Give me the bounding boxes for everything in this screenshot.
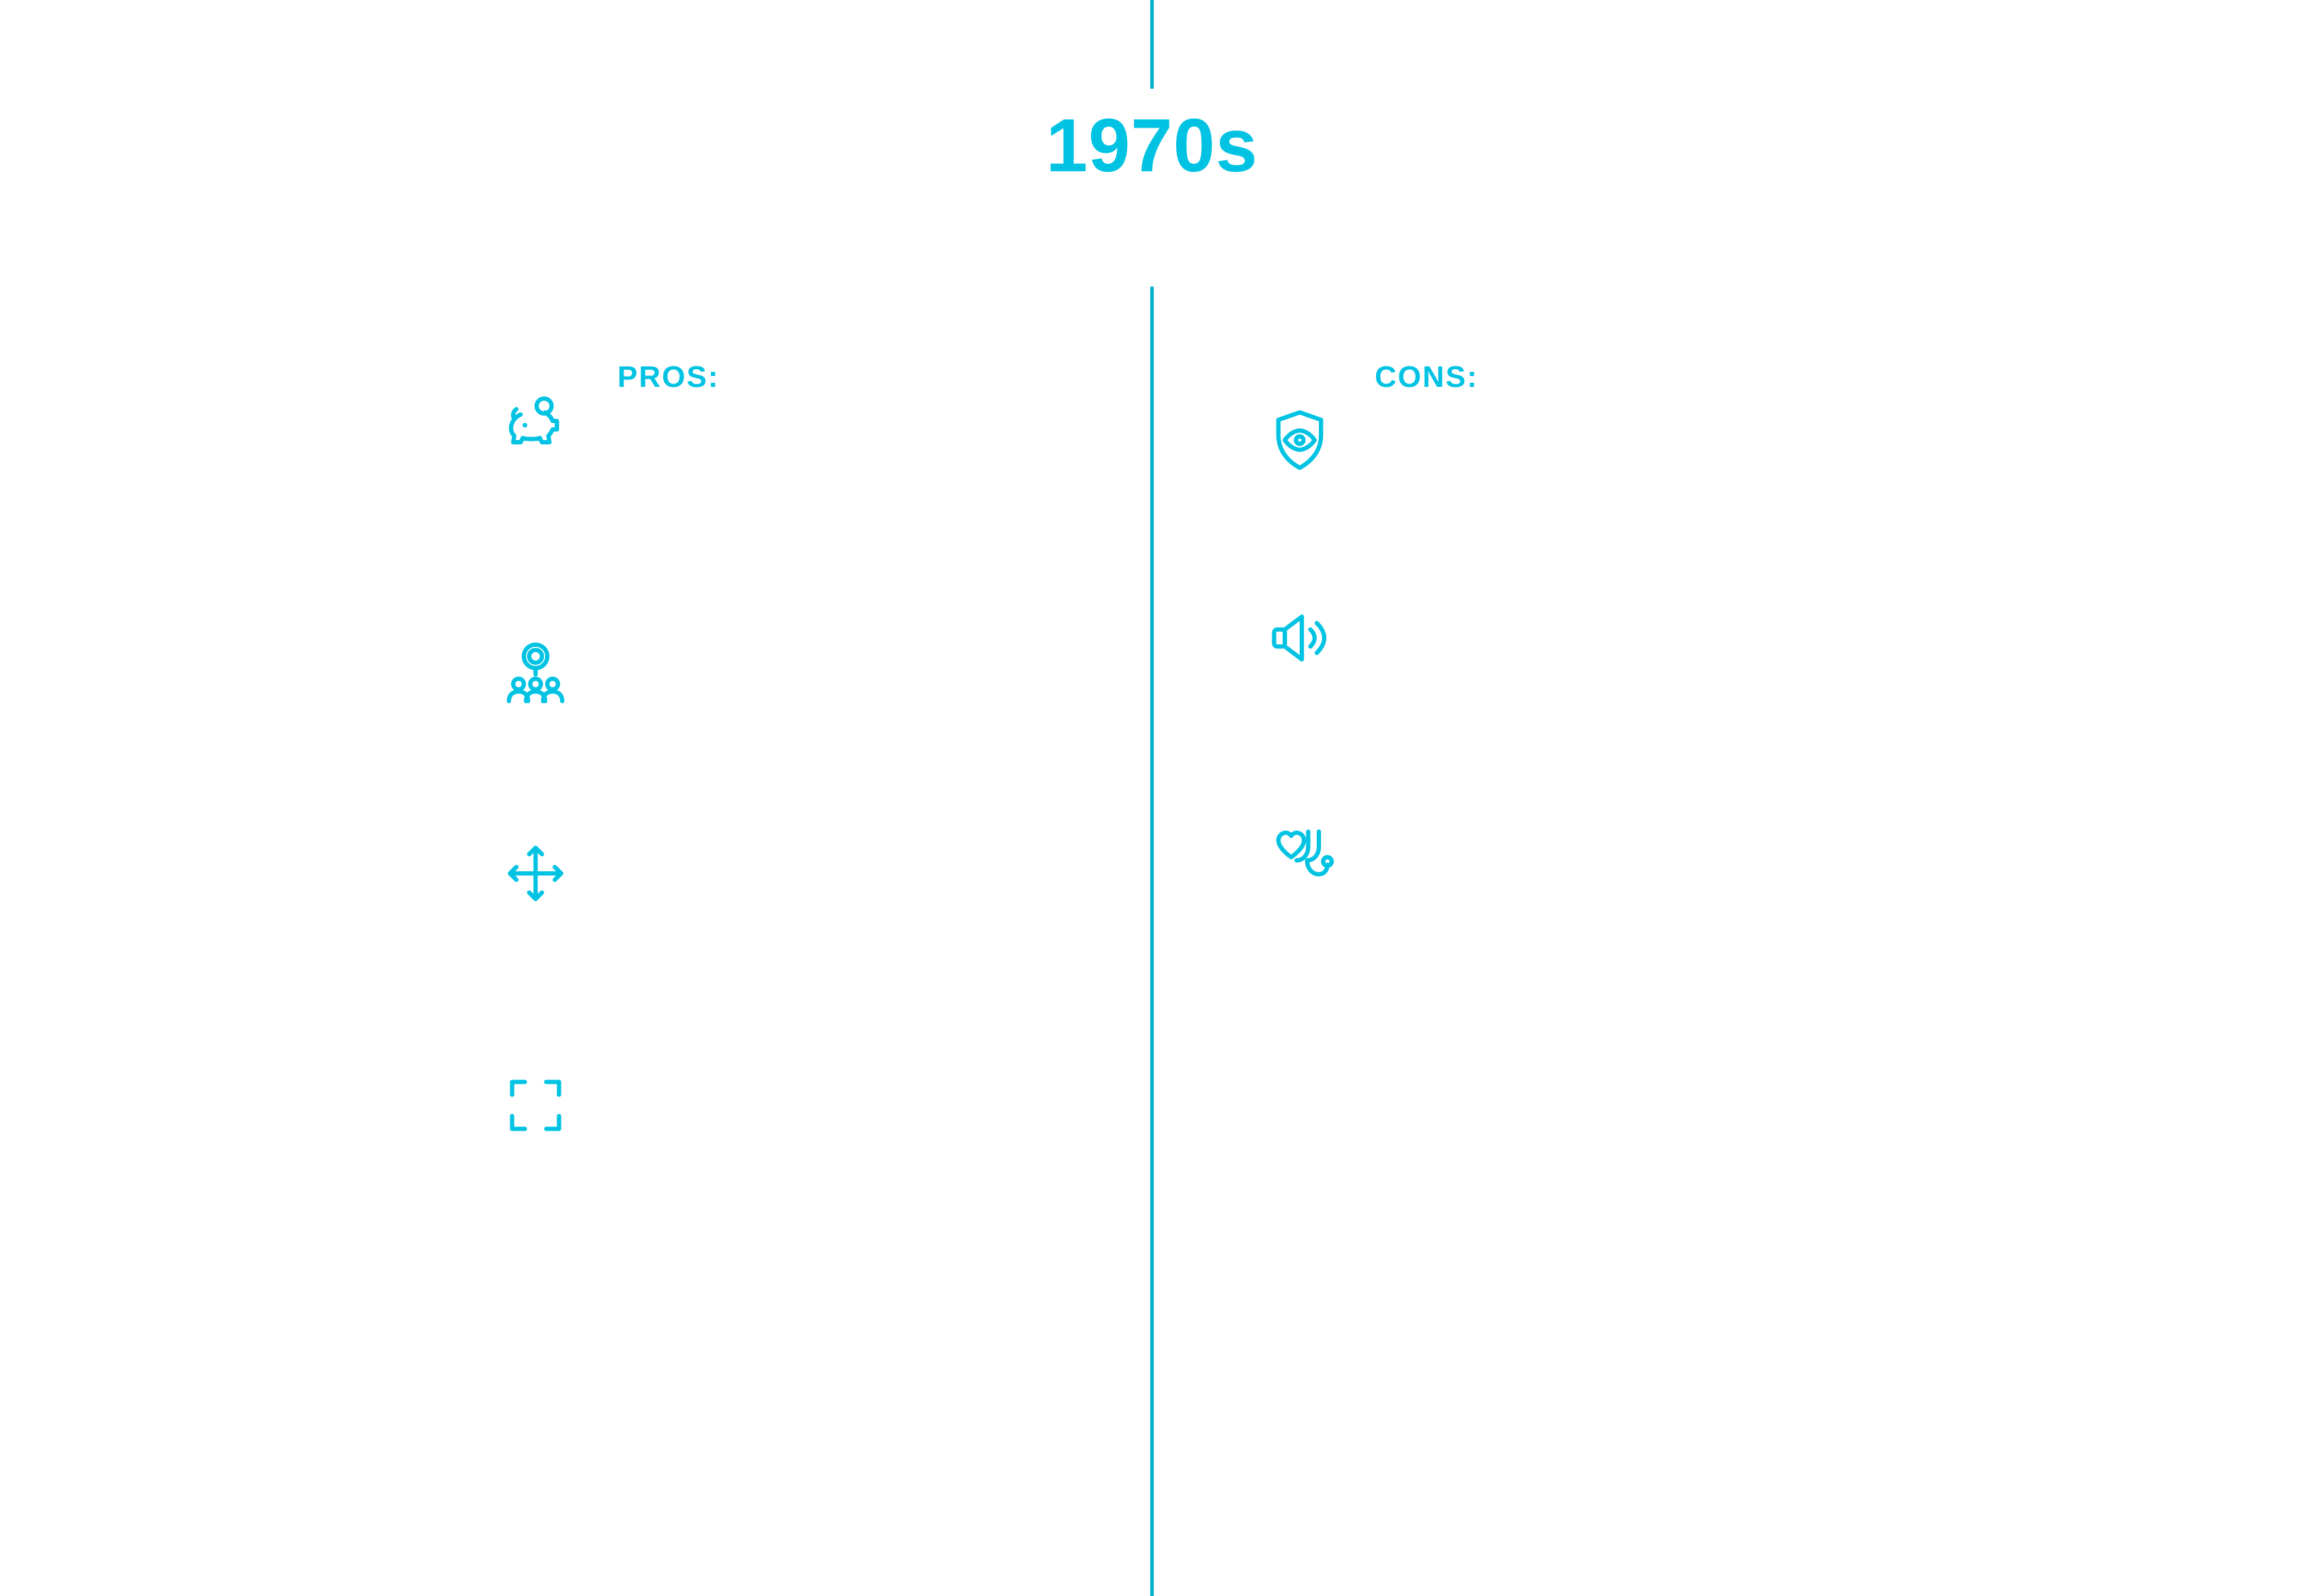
piggy-bank-icon [501,389,570,457]
shield-eye-icon [1266,406,1334,474]
speaker-icon [1266,604,1334,672]
fullscreen-icon [501,1071,570,1140]
move-arrows-icon [501,839,570,908]
stethoscope-heart-icon [1266,819,1334,887]
pros-heading: PROS: [617,360,719,394]
team-icon [501,641,570,710]
timeline-line-top [1150,0,1154,89]
era-title: 1970s [1046,102,1258,189]
cons-heading: CONS: [1375,360,1478,394]
timeline-line-bottom [1150,287,1154,1596]
